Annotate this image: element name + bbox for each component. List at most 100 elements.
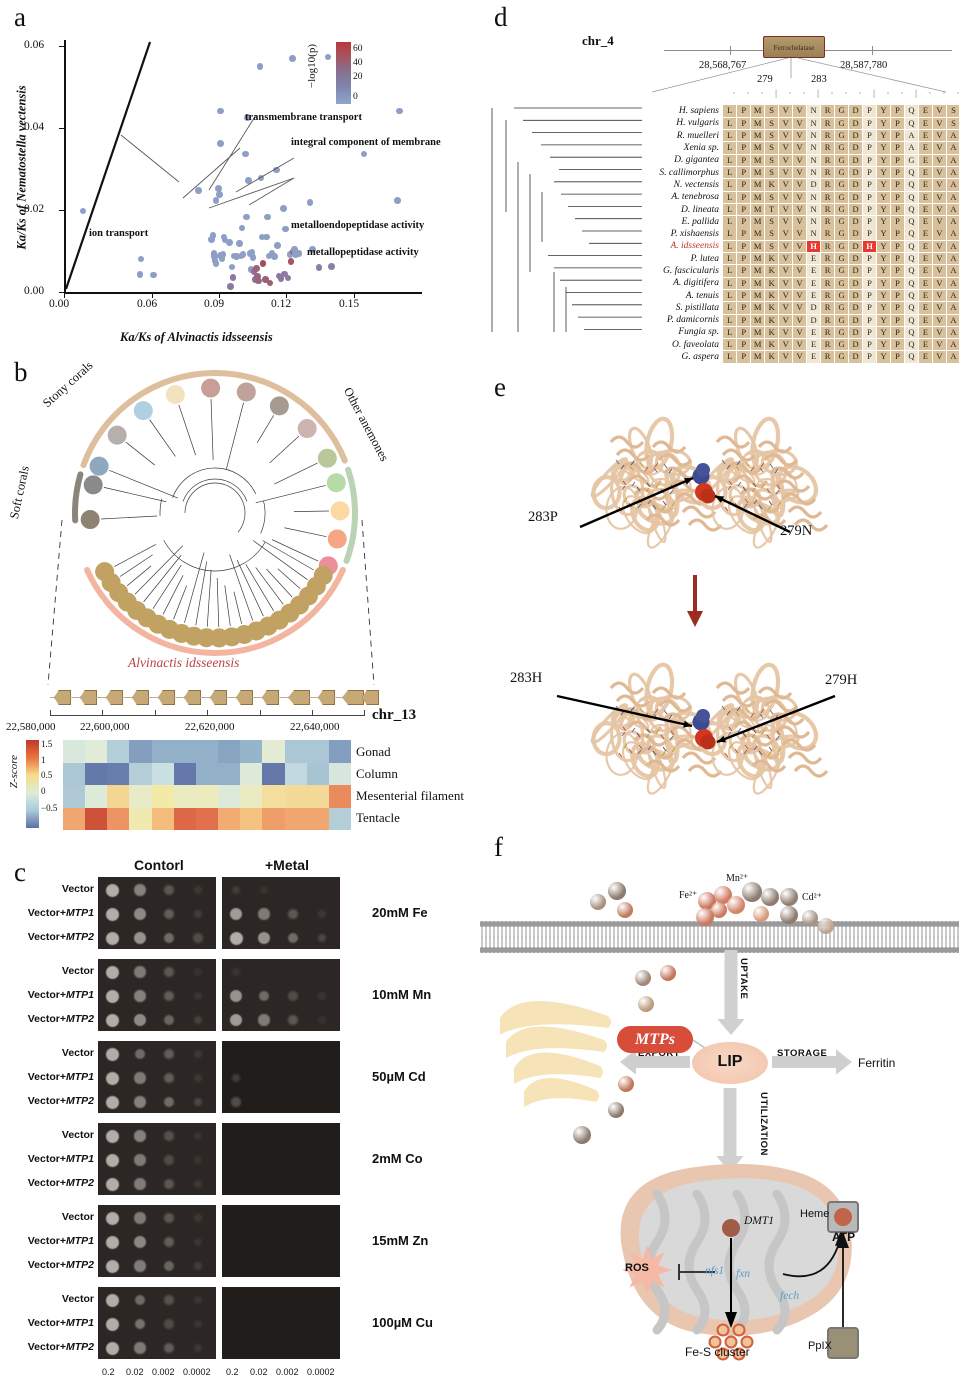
ligand-stick [735, 465, 740, 471]
alignment-residue: V [932, 265, 947, 277]
transition-arrow [687, 575, 703, 627]
heatmap-cell [328, 785, 351, 808]
gene-start-position: 28,568,767 [699, 60, 747, 71]
alignment-residue: V [932, 142, 947, 154]
metal-ion [590, 894, 606, 910]
y-axis-title: Ka/Ks of Nematostella vectensis [14, 85, 29, 250]
alignment-residue: R [820, 203, 835, 216]
golgi-cisterna [500, 1000, 611, 1035]
alignment-row: G. aspera L P M K V V E R G D P Y P Q E V A [643, 351, 959, 363]
scatter-point [315, 264, 323, 271]
alignment-residue: L [723, 179, 737, 191]
alignment-residue: E [918, 105, 933, 117]
alignment-residue: P [890, 154, 905, 167]
alignment-residue: P [862, 203, 877, 216]
alignment-residue: A [946, 326, 959, 339]
heatmap-cell [328, 807, 351, 830]
heatmap-cell [107, 807, 130, 830]
yeast-spot [163, 1096, 175, 1108]
alignment-residue: V [778, 351, 793, 363]
alignment-residue: E [806, 289, 821, 302]
plate-image [222, 1123, 340, 1195]
yeast-spot [105, 1071, 119, 1085]
heatmap-cell [129, 785, 152, 808]
zscore-tick-1: 1 [41, 755, 46, 765]
alignment-residue: G [834, 351, 849, 363]
ligand-stick [645, 487, 650, 493]
yeast-spot [194, 1320, 202, 1328]
panel-b-letter: b [14, 357, 28, 387]
alignment-residue: G [834, 277, 849, 289]
alignment-species-name: G. aspera [681, 352, 719, 363]
expression-heatmap [63, 740, 351, 830]
yeast-spot [164, 909, 174, 919]
pointer-arrow-head [717, 735, 726, 743]
yeast-spot [105, 1177, 119, 1191]
heatmap-cell [151, 807, 174, 830]
alignment-residue: P [862, 216, 877, 228]
clade-arc-alvinactis [84, 566, 346, 656]
tree-tip-circle [107, 425, 127, 445]
alignment-residue: V [792, 166, 807, 179]
yeast-spot [164, 1237, 174, 1247]
zscore-tick-1.5: 1.5 [41, 739, 53, 749]
protein-helix [715, 435, 751, 449]
y-axis [64, 40, 66, 292]
annotation-ion-transport: ion transport [89, 228, 149, 239]
ferritin-label: Ferritin [858, 1056, 896, 1070]
alignment-residue: M [750, 191, 765, 203]
alignment-row: H. vulgaris L P M S V V N R G D P Y P Q E V S [643, 117, 959, 130]
alignment-residue: P [736, 302, 751, 314]
yeast-spot [194, 1156, 202, 1164]
heme-iron-center [834, 1208, 852, 1226]
scatter-point [291, 246, 298, 253]
alignment-residue: L [723, 351, 737, 363]
fes-cluster-atom [708, 1335, 722, 1349]
yeast-spot [134, 1260, 146, 1272]
ruler-tick: | [915, 88, 917, 98]
alignment-residue: G [834, 265, 849, 277]
alignment-species-name: H. sapiens [678, 106, 719, 117]
ligand-stick [615, 459, 620, 465]
alignment-residue: Y [876, 289, 891, 302]
yeast-spot [105, 965, 119, 979]
alignment-residue: L [723, 130, 737, 142]
alignment-residue: L [723, 289, 737, 302]
alignment-residue: P [862, 351, 877, 363]
alignment-residue: D [806, 302, 821, 314]
alignment-residue: M [750, 105, 765, 117]
tree-branch [277, 568, 301, 589]
ligand-stick [767, 505, 772, 511]
ppix-label: PpIX [808, 1340, 832, 1352]
ligand-stick [670, 730, 675, 736]
ligand-stick [652, 750, 657, 756]
alignment-residue: E [918, 326, 933, 339]
alignment-residue: D [848, 326, 863, 339]
alignment-species-name: Fungia sp. [678, 327, 719, 338]
scatter-point [295, 250, 303, 257]
yeast-spot [229, 907, 243, 921]
alignment-residue: A [946, 314, 959, 326]
alignment-species-name: D. lineata [681, 204, 719, 215]
colorbar-gradient [336, 42, 351, 104]
alignment-residue: P [862, 253, 877, 265]
alignment-residue: A [946, 228, 959, 240]
heatmap-cell [85, 740, 108, 763]
yeast-spot [164, 1155, 174, 1165]
ligand-stick [775, 735, 780, 741]
scatter-point [195, 187, 202, 194]
ion-label-fe: Fe²⁺ [679, 890, 698, 901]
alignment-residue: M [750, 351, 765, 363]
ligand-stick [631, 727, 636, 733]
ruler-tick: · [844, 88, 848, 98]
yeast-spot [105, 1153, 119, 1167]
ligand-stick [726, 710, 731, 716]
alignment-residue: S [946, 105, 959, 117]
ligand-stick [745, 707, 750, 713]
ion-label-mn: Mn²⁺ [726, 873, 749, 884]
alignment-residue: A [904, 142, 919, 154]
scatter-point [256, 63, 264, 70]
highlighted-residue-sphere [696, 463, 710, 477]
scatter-point [262, 276, 269, 283]
alignment-residue: P [890, 179, 905, 191]
